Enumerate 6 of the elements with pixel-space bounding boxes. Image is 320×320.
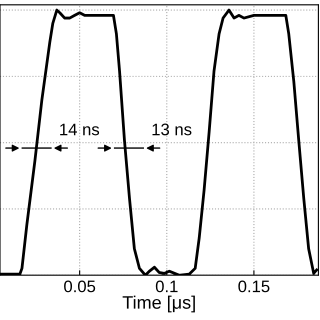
x-axis-title: Time [μs] <box>122 296 195 312</box>
annotation: 13 ns <box>152 124 192 136</box>
x-tick-label: 0.05 <box>64 280 96 292</box>
x-tick-label: 0.15 <box>238 280 270 292</box>
x-tick-label: 0.1 <box>156 280 178 292</box>
annotation: 14 ns <box>60 124 100 136</box>
